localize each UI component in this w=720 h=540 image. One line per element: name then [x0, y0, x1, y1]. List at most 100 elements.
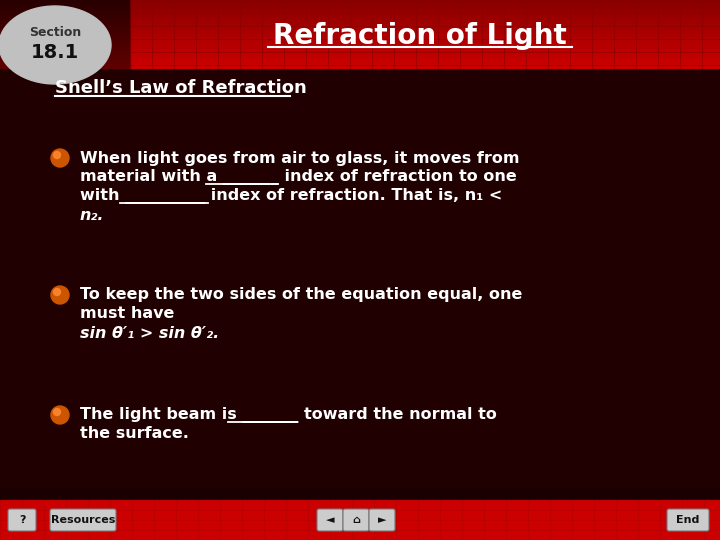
Bar [0, 66, 130, 67]
Bar [0, 51, 130, 52]
Bar [0, 13, 130, 14]
Bar [130, 10, 720, 11]
Bar [0, 61, 130, 62]
Bar [130, 30, 720, 31]
Bar [0, 62, 130, 63]
FancyBboxPatch shape [343, 509, 369, 531]
Bar [130, 6, 720, 7]
Bar [130, 15, 720, 16]
Bar [130, 26, 720, 27]
Bar [0, 25, 130, 26]
FancyBboxPatch shape [8, 509, 36, 531]
Bar [130, 52, 720, 53]
Bar [0, 59, 130, 60]
Bar [130, 20, 720, 21]
Text: Refraction of Light: Refraction of Light [273, 22, 567, 50]
Bar [0, 60, 130, 61]
Text: the surface.: the surface. [80, 427, 189, 442]
Bar [0, 38, 130, 39]
Bar [130, 47, 720, 48]
Bar [0, 63, 130, 64]
Bar [130, 54, 720, 55]
Ellipse shape [0, 6, 111, 84]
Bar [130, 44, 720, 45]
Text: 18.1: 18.1 [31, 43, 79, 62]
Bar [130, 39, 720, 40]
Bar [130, 33, 720, 34]
FancyBboxPatch shape [317, 509, 343, 531]
Bar [0, 0, 130, 1]
Bar [0, 30, 130, 31]
Text: Section: Section [29, 25, 81, 38]
Bar [130, 14, 720, 15]
Bar [130, 41, 720, 42]
Bar [130, 60, 720, 61]
Bar [130, 59, 720, 60]
Bar [130, 17, 720, 18]
Text: ?: ? [19, 515, 25, 525]
Text: The light beam is _______ toward the normal to: The light beam is _______ toward the nor… [80, 407, 497, 423]
Text: To keep the two sides of the equation equal, one: To keep the two sides of the equation eq… [80, 287, 523, 302]
Bar [0, 10, 130, 11]
Bar [130, 66, 720, 67]
Bar [130, 34, 720, 35]
Bar [130, 40, 720, 41]
Bar [0, 58, 130, 59]
Bar [130, 48, 720, 49]
Bar [0, 1, 130, 2]
Bar [130, 46, 720, 47]
Bar [0, 65, 130, 66]
Bar [0, 29, 130, 30]
Bar [130, 63, 720, 64]
Bar [0, 488, 720, 500]
Text: sin θ′₁ > sin θ′₂.: sin θ′₁ > sin θ′₂. [80, 326, 220, 341]
Bar [0, 37, 130, 38]
Text: ◄: ◄ [325, 515, 334, 525]
Bar [0, 2, 130, 3]
Bar [130, 50, 720, 51]
Circle shape [51, 406, 69, 424]
Text: ►: ► [378, 515, 386, 525]
Bar [0, 8, 130, 9]
FancyBboxPatch shape [369, 509, 395, 531]
Bar [130, 62, 720, 63]
Bar [130, 35, 720, 36]
Circle shape [51, 149, 69, 167]
FancyBboxPatch shape [667, 509, 709, 531]
Bar [0, 40, 130, 41]
Text: When light goes from air to glass, it moves from: When light goes from air to glass, it mo… [80, 151, 520, 165]
Bar [0, 26, 130, 27]
Bar [0, 9, 130, 10]
Bar [0, 28, 130, 29]
Bar [0, 20, 130, 21]
Bar [0, 32, 130, 33]
Bar [130, 45, 720, 46]
Bar [130, 65, 720, 66]
Bar [130, 67, 720, 68]
Text: Snell’s Law of Refraction: Snell’s Law of Refraction [55, 79, 307, 97]
Bar [0, 64, 130, 65]
Bar [130, 32, 720, 33]
Bar [0, 5, 130, 6]
Circle shape [53, 408, 60, 415]
Bar [0, 42, 130, 43]
Bar [130, 29, 720, 30]
Bar [0, 16, 130, 17]
Bar [0, 18, 130, 19]
Bar [130, 19, 720, 20]
Bar [130, 55, 720, 56]
Bar [130, 22, 720, 23]
Bar [0, 50, 130, 51]
Bar [130, 56, 720, 57]
Text: Resources: Resources [51, 515, 115, 525]
Bar [0, 500, 720, 540]
Bar [0, 33, 130, 34]
Bar [0, 67, 130, 68]
Bar [0, 34, 130, 35]
Bar [0, 44, 130, 45]
Bar [130, 51, 720, 52]
Bar [0, 22, 130, 23]
Bar [130, 7, 720, 8]
Bar [0, 7, 130, 8]
Bar [130, 57, 720, 58]
